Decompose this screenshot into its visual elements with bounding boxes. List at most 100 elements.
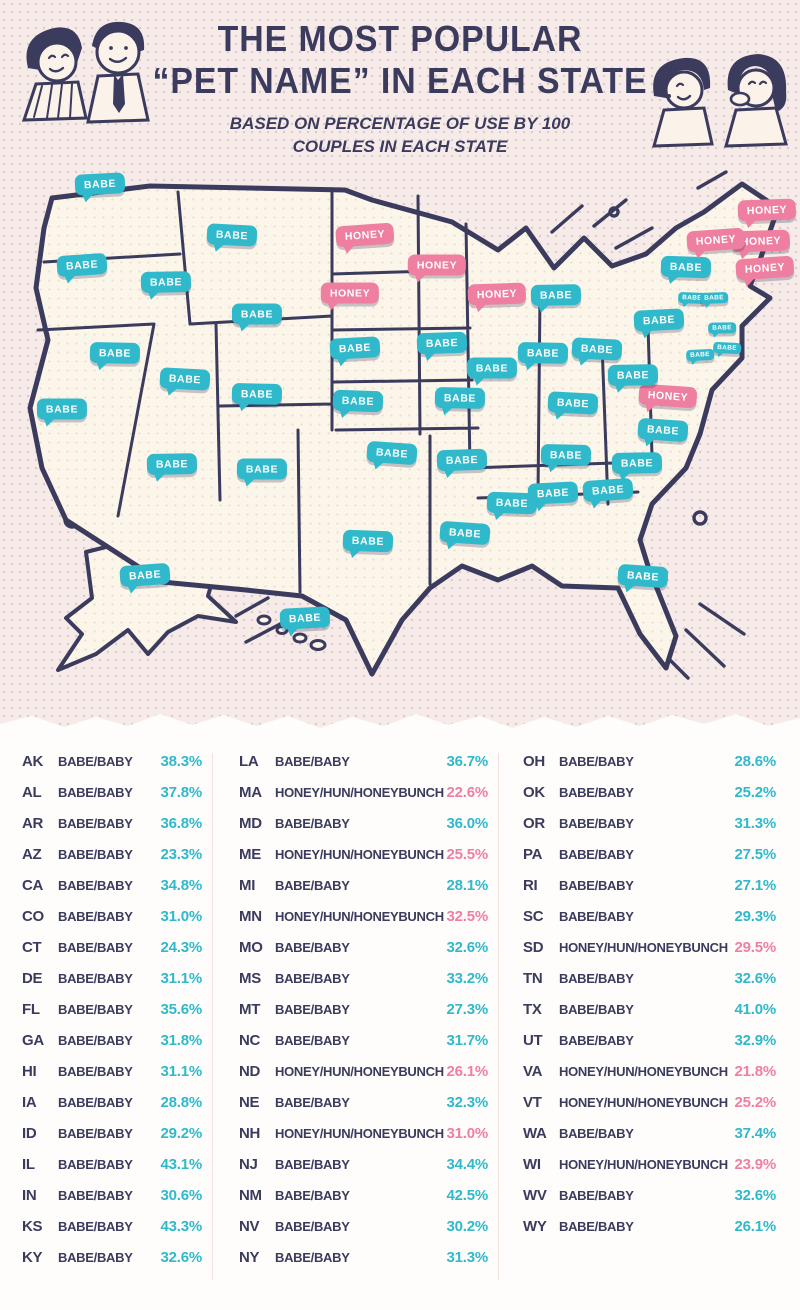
state-code: NJ — [239, 1156, 258, 1173]
table-row-VT: VT HONEY/HUN/HONEYBUNCH 25.2% — [523, 1094, 776, 1125]
pet-name: BABE/BABY — [275, 878, 350, 893]
pet-name: BABE/BABY — [559, 1188, 634, 1203]
state-code: KS — [22, 1218, 43, 1235]
pet-name: HONEY/HUN/HONEYBUNCH — [275, 847, 444, 862]
state-code: VT — [523, 1094, 542, 1111]
state-code: AK — [22, 753, 44, 770]
pet-name: BABE/BABY — [275, 1188, 350, 1203]
map-bubble-WY: BABE — [231, 303, 283, 325]
pet-name-percent: 21.8% — [734, 1063, 776, 1080]
table-row-NC: NC BABE/BABY 31.7% — [239, 1032, 488, 1063]
map-bubble-MN: HONEY — [407, 254, 467, 276]
map-bubble-CO: BABE — [231, 383, 283, 405]
state-code: NY — [239, 1249, 260, 1266]
pet-name-percent: 32.6% — [160, 1249, 202, 1266]
pet-name-percent: 30.6% — [160, 1187, 202, 1204]
map-bubble-TX: BABE — [342, 529, 394, 553]
pet-name: BABE/BABY — [559, 1002, 634, 1017]
pet-name: HONEY/HUN/HONEYBUNCH — [559, 1064, 728, 1079]
table-row-PA: PA BABE/BABY 27.5% — [523, 846, 776, 877]
pet-name-percent: 31.3% — [446, 1249, 488, 1266]
table-row-NE: NE BABE/BABY 32.3% — [239, 1094, 488, 1125]
table-row-RI: RI BABE/BABY 27.1% — [523, 877, 776, 908]
burst-decorations — [63, 170, 746, 680]
map-bubble-MI: BABE — [530, 284, 582, 306]
table-row-HI: HI BABE/BABY 31.1% — [22, 1063, 202, 1094]
pet-name-percent: 31.0% — [160, 908, 202, 925]
map-bubble-IL: BABE — [466, 357, 518, 379]
state-code: OK — [523, 784, 545, 801]
table-row-IL: IL BABE/BABY 43.1% — [22, 1156, 202, 1187]
map-bubble-RI: BABE — [700, 292, 728, 304]
pet-name-percent: 34.4% — [446, 1156, 488, 1173]
table-column-2: LA BABE/BABY 36.7% MA HONEY/HUN/HONEYBUNCH 22… — [212, 753, 498, 1280]
table-row-CT: CT BABE/BABY 24.3% — [22, 939, 202, 970]
header: THE MOST POPULAR “PET NAME” IN EACH STAT… — [0, 0, 800, 159]
subtitle-line-1: BASED ON PERCENTAGE OF USE BY 100 — [229, 113, 571, 133]
pet-name: BABE/BABY — [275, 754, 350, 769]
pet-name-percent: 36.8% — [160, 815, 202, 832]
table-row-AK: AK BABE/BABY 38.3% — [22, 753, 202, 784]
table-row-WY: WY BABE/BABY 26.1% — [523, 1218, 776, 1249]
pet-name-percent: 28.6% — [734, 753, 776, 770]
state-code: WI — [523, 1156, 541, 1173]
table-row-ID: ID BABE/BABY 29.2% — [22, 1125, 202, 1156]
pet-name-percent: 27.5% — [734, 846, 776, 863]
pet-name: BABE/BABY — [275, 1219, 350, 1234]
state-code: DE — [22, 970, 43, 987]
pet-name: BABE/BABY — [58, 1033, 133, 1048]
map-bubble-KS: BABE — [332, 389, 384, 413]
pet-name-percent: 30.2% — [446, 1218, 488, 1235]
pet-name-percent: 25.2% — [734, 784, 776, 801]
pet-name-percent: 26.1% — [446, 1063, 488, 1080]
map-bubble-PA: BABE — [633, 308, 685, 332]
state-code: MT — [239, 1001, 261, 1018]
pet-name: HONEY/HUN/HONEYBUNCH — [275, 1064, 444, 1079]
state-code: LA — [239, 753, 259, 770]
subtitle: BASED ON PERCENTAGE OF USE BY 100 COUPLE… — [0, 113, 800, 159]
map-bubble-VA: HONEY — [638, 383, 698, 409]
pet-name-percent: 27.1% — [734, 877, 776, 894]
couple-illustration-left — [21, 21, 150, 124]
whispering-women-illustration-right — [652, 54, 788, 148]
state-code: WA — [523, 1125, 547, 1142]
map-bubble-IN: BABE — [517, 342, 569, 364]
pet-name-percent: 31.1% — [160, 970, 202, 987]
table-column-1: AK BABE/BABY 38.3% AL BABE/BABY 37.8% AR BABE/B… — [22, 753, 212, 1280]
pet-name-percent: 35.6% — [160, 1001, 202, 1018]
table-row-UT: UT BABE/BABY 32.9% — [523, 1032, 776, 1063]
table-row-IA: IA BABE/BABY 28.8% — [22, 1094, 202, 1125]
table-row-OK: OK BABE/BABY 25.2% — [523, 784, 776, 815]
table-row-TN: TN BABE/BABY 32.6% — [523, 970, 776, 1001]
map-bubble-TN: BABE — [540, 444, 592, 466]
table-row-CO: CO BABE/BABY 31.0% — [22, 908, 202, 939]
pet-name-percent: 28.1% — [446, 877, 488, 894]
state-code: TN — [523, 970, 543, 987]
state-code: OH — [523, 753, 545, 770]
map-bubble-OK: BABE — [366, 440, 418, 466]
pet-name-percent: 36.7% — [446, 753, 488, 770]
pet-name: BABE/BABY — [58, 909, 133, 924]
pet-name-percent: 32.3% — [446, 1094, 488, 1111]
pet-name: BABE/BABY — [58, 940, 133, 955]
pet-name-percent: 25.2% — [734, 1094, 776, 1111]
map-bubble-ME: HONEY — [737, 198, 797, 222]
pet-name: BABE/BABY — [58, 847, 133, 862]
map-bubble-OR: BABE — [56, 252, 108, 278]
pet-name-percent: 22.6% — [446, 784, 488, 801]
pet-name-percent: 31.1% — [160, 1063, 202, 1080]
pet-name-percent: 42.5% — [446, 1187, 488, 1204]
table-row-NV: NV BABE/BABY 30.2% — [239, 1218, 488, 1249]
pet-name: BABE/BABY — [58, 1126, 133, 1141]
map-bubble-ND: HONEY — [335, 222, 395, 248]
pet-name: BABE/BABY — [275, 816, 350, 831]
table-row-WV: WV BABE/BABY 32.6% — [523, 1187, 776, 1218]
map-bubble-LA: BABE — [439, 520, 491, 546]
table-row-MD: MD BABE/BABY 36.0% — [239, 815, 488, 846]
pet-name: HONEY/HUN/HONEYBUNCH — [559, 1095, 728, 1110]
pet-name-percent: 38.3% — [160, 753, 202, 770]
table-row-TX: TX BABE/BABY 41.0% — [523, 1001, 776, 1032]
map-section: THE MOST POPULAR “PET NAME” IN EACH STAT… — [0, 0, 800, 735]
state-code: IL — [22, 1156, 35, 1173]
